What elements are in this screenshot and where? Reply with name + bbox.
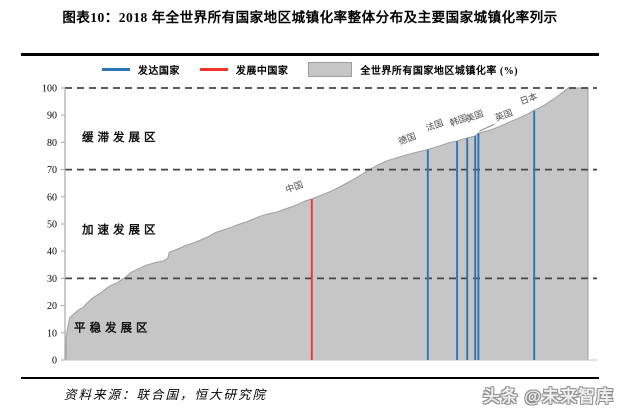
y-tick-label: 30 [47,274,57,285]
legend-label-developed: 发达国家 [137,65,180,77]
legend-label-world-area: 全世界所有国家地区城镇化率 (%) [360,65,519,77]
country-label-0: 中国 [284,178,305,194]
source-note: 资料来源：联合国，恒大研究院 [64,388,268,402]
country-label-1: 德国 [397,130,418,146]
legend-item-developed: 发达国家 [101,62,180,77]
developing-line-icon [199,67,228,71]
legend-item-developing: 发展中国家 [199,62,289,77]
developed-line-icon [101,67,130,71]
y-tick-label: 80 [47,138,57,149]
y-tick-label: 70 [47,165,57,176]
country-label-leader [479,123,495,132]
y-tick-label: 20 [47,301,57,312]
y-tick-label: 40 [47,247,57,258]
legend-label-developing: 发展中国家 [235,65,289,77]
country-label-5: 英国 [493,107,514,123]
chart-legend: 发达国家 发展中国家 全世界所有国家地区城镇化率 (%) [0,59,620,79]
zone-label-1: 加速发展区 [81,222,160,236]
country-label-6: 日本 [518,90,539,106]
y-tick-label: 50 [47,220,57,231]
country-label-2: 法国 [424,117,445,133]
y-tick-label: 10 [47,328,57,339]
y-tick-label: 60 [47,192,57,203]
figure-title: 图表10：2018 年全世界所有国家地区城镇化率整体分布及主要国家城镇化率列示 [62,10,558,25]
world-area-swatch-icon [308,61,353,77]
chart-area: 0 10 20 30 40 50 60 70 80 90 100 缓滞发展区加速发展区平稳发展区 中国 德… [0,78,620,378]
zone-label-0: 缓滞发展区 [82,130,160,144]
legend-item-world-area: 全世界所有国家地区城镇化率 (%) [308,61,519,77]
y-tick-label: 0 [52,356,57,367]
watermark-text: 头条 @未来智库 [482,387,614,406]
zone-label-2: 平稳发展区 [74,320,152,334]
bottom-divider [21,377,599,379]
country-label-4: 美国 [464,107,485,123]
y-tick-label: 100 [42,84,57,95]
title-divider [21,53,599,56]
y-tick-label: 90 [47,111,57,122]
